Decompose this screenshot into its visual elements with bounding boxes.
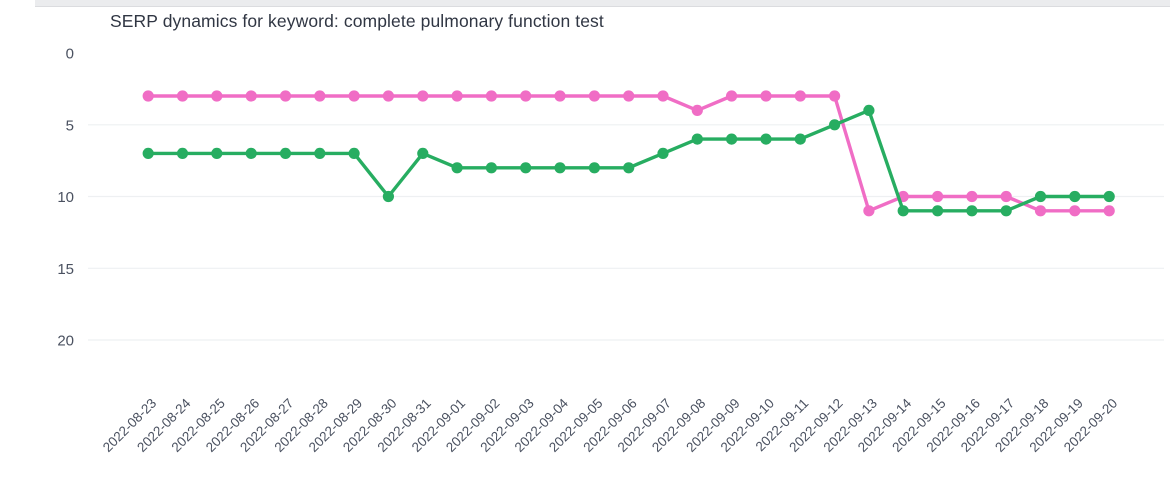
pink-data-point[interactable] [588, 90, 601, 102]
top-bar [35, 0, 1170, 7]
green-data-point[interactable] [966, 205, 978, 217]
green-data-point[interactable] [1034, 190, 1047, 203]
green-data-point[interactable] [142, 147, 154, 159]
green-data-point[interactable] [176, 147, 189, 159]
pink-data-point[interactable] [1069, 205, 1081, 217]
green-data-point[interactable] [691, 133, 703, 145]
pink-data-point[interactable] [520, 90, 532, 102]
green-data-point[interactable] [485, 162, 497, 174]
pink-data-point[interactable] [451, 90, 463, 102]
y-axis-tick-label: 0 [66, 46, 74, 63]
green-data-point[interactable] [829, 119, 841, 131]
pink-data-point[interactable] [176, 90, 189, 102]
pink-data-point[interactable] [211, 90, 223, 102]
green-data-point[interactable] [417, 147, 429, 159]
pink-data-point[interactable] [932, 190, 944, 203]
pink-data-point[interactable] [485, 90, 497, 102]
pink-data-point[interactable] [726, 90, 738, 102]
green-data-point[interactable] [211, 147, 223, 159]
pink-data-point[interactable] [623, 90, 635, 102]
green-data-point[interactable] [314, 147, 326, 159]
pink-data-point[interactable] [554, 90, 566, 102]
chart-title: SERP dynamics for keyword: complete pulm… [110, 11, 604, 31]
pink-data-point[interactable] [279, 90, 292, 102]
green-data-point[interactable] [657, 147, 669, 159]
green-data-point[interactable] [554, 162, 566, 174]
pink-data-point[interactable] [314, 90, 326, 102]
green-data-point[interactable] [932, 205, 944, 217]
pink-data-point[interactable] [245, 90, 257, 102]
pink-data-point[interactable] [1034, 205, 1047, 217]
green-data-point[interactable] [897, 205, 909, 217]
pink-data-point[interactable] [863, 205, 875, 217]
green-data-point[interactable] [863, 104, 875, 116]
y-axis-tick-label: 15 [57, 261, 74, 278]
pink-data-point[interactable] [657, 90, 669, 102]
pink-data-point[interactable] [691, 104, 703, 116]
pink-data-point[interactable] [829, 90, 841, 102]
pink-data-point[interactable] [348, 90, 360, 102]
green-data-point[interactable] [1103, 190, 1115, 203]
y-axis-tick-label: 20 [57, 333, 74, 350]
green-data-point[interactable] [382, 190, 394, 203]
green-data-point[interactable] [588, 162, 601, 174]
green-data-point[interactable] [451, 162, 463, 174]
green-data-point[interactable] [245, 147, 257, 159]
pink-data-point[interactable] [382, 90, 394, 102]
pink-data-point[interactable] [1103, 205, 1115, 217]
pink-data-point[interactable] [142, 90, 154, 102]
pink-data-point[interactable] [417, 90, 429, 102]
green-data-point[interactable] [760, 133, 772, 145]
green-data-point[interactable] [1069, 190, 1081, 203]
green-data-point[interactable] [279, 147, 292, 159]
green-data-point[interactable] [726, 133, 738, 145]
y-axis-tick-label: 10 [57, 189, 74, 206]
green-data-point[interactable] [348, 147, 360, 159]
green-data-point[interactable] [520, 162, 532, 174]
green-data-point[interactable] [794, 133, 806, 145]
green-data-point[interactable] [623, 162, 635, 174]
pink-data-point[interactable] [794, 90, 806, 102]
pink-data-point[interactable] [1000, 190, 1012, 203]
top-bar-notch [0, 0, 35, 8]
green-data-point[interactable] [1000, 205, 1012, 217]
y-axis-tick-label: 5 [66, 117, 74, 134]
pink-data-point[interactable] [760, 90, 772, 102]
pink-data-point[interactable] [966, 190, 978, 203]
